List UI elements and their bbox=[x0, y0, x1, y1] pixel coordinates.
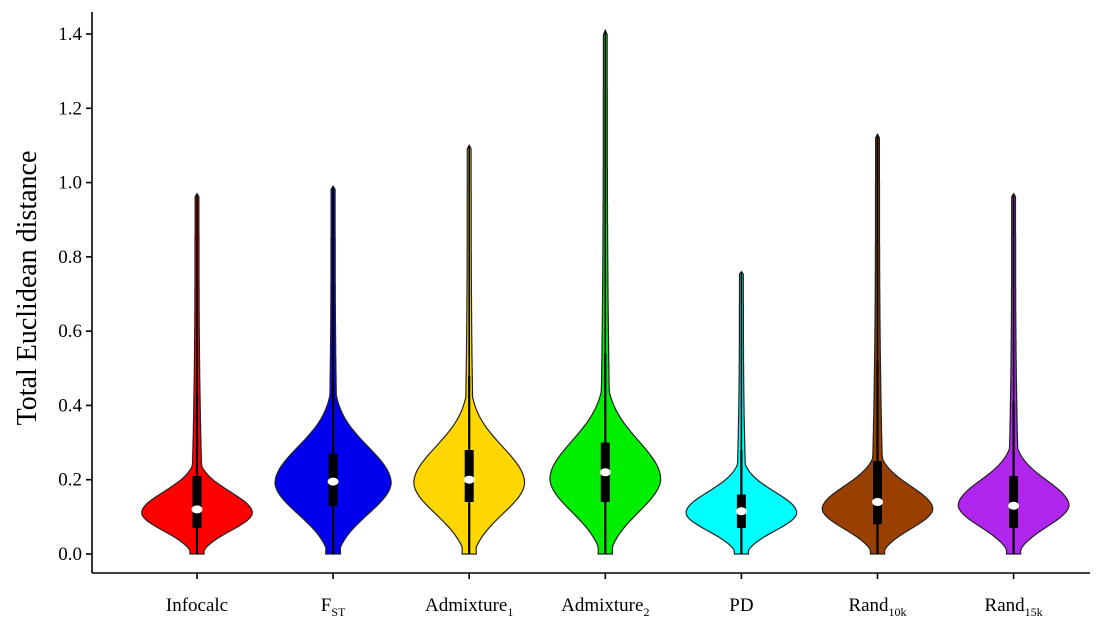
x-tick-label: Admixture1 bbox=[425, 595, 513, 617]
y-tick-label: 0.4 bbox=[58, 395, 82, 416]
y-tick-label: 0.0 bbox=[58, 544, 82, 565]
y-axis-title: Total Euclidean distance bbox=[12, 151, 43, 426]
y-tick-label: 1.2 bbox=[58, 98, 82, 119]
median-marker bbox=[599, 468, 611, 477]
y-tick-label: 0.2 bbox=[58, 470, 82, 491]
median-marker bbox=[735, 507, 747, 516]
y-tick-label: 1.0 bbox=[58, 173, 82, 194]
violin-layer bbox=[140, 28, 1070, 555]
violin-4 bbox=[685, 270, 798, 555]
iqr-box bbox=[192, 476, 202, 528]
violin-5 bbox=[821, 133, 934, 555]
iqr-box bbox=[873, 461, 882, 525]
x-tick-label: FST bbox=[321, 595, 346, 617]
violin-1 bbox=[274, 185, 392, 555]
x-tick-label: Admixture2 bbox=[561, 595, 649, 617]
x-tick-label: Rand10k bbox=[848, 595, 906, 617]
y-tick-label: 1.4 bbox=[58, 24, 82, 45]
violin-2 bbox=[413, 144, 526, 555]
median-marker bbox=[872, 498, 883, 506]
x-tick-label: Rand15k bbox=[985, 595, 1043, 617]
x-tick-label: PD bbox=[729, 595, 753, 616]
violin-6 bbox=[957, 192, 1070, 555]
violin-0 bbox=[140, 192, 254, 555]
x-tick-label: Infocalc bbox=[166, 595, 228, 616]
y-axis: 0.0 0.2 0.4 0.6 0.8 1.0 1.2 1.4 bbox=[58, 12, 93, 573]
y-tick-label: 0.8 bbox=[58, 247, 82, 268]
median-marker bbox=[327, 477, 339, 486]
violin-3 bbox=[549, 28, 662, 555]
median-marker bbox=[463, 475, 475, 484]
y-tick-label: 0.6 bbox=[58, 321, 82, 342]
median-marker bbox=[191, 505, 203, 514]
median-marker bbox=[1008, 501, 1020, 510]
x-axis: Infocalc FST Admixture1 Admixture2 PD Rand10k… bbox=[92, 572, 1090, 617]
